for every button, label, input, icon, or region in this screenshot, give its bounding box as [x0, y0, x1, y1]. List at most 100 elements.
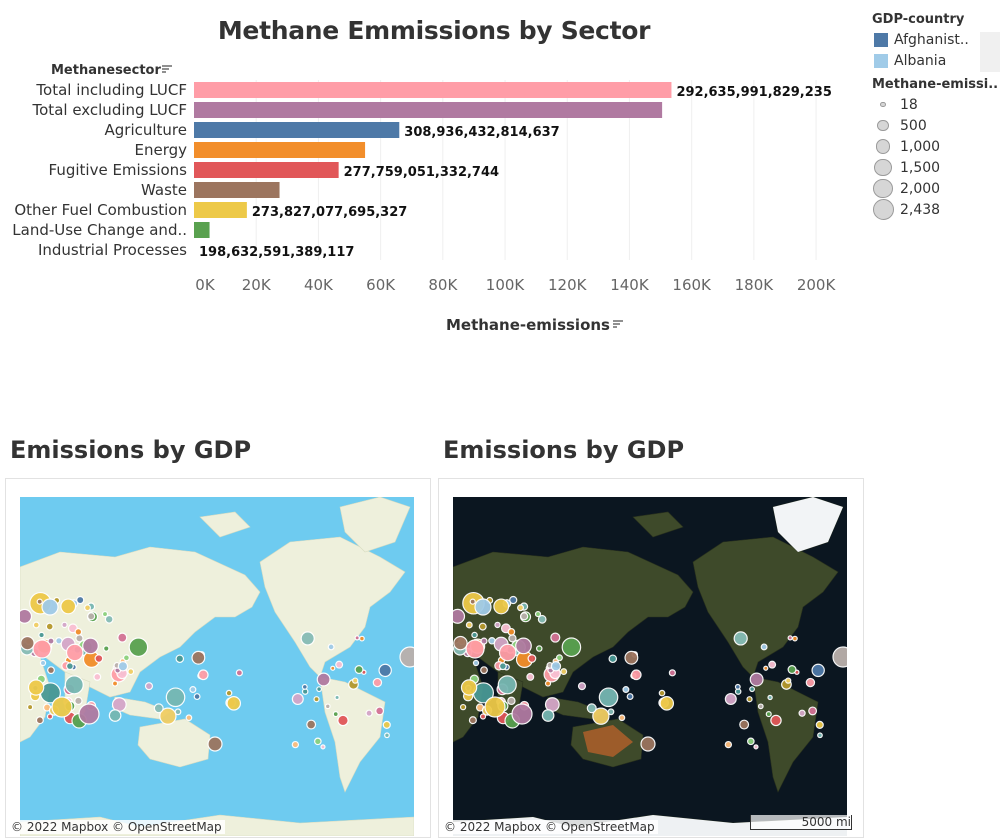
country-bubble[interactable]: [354, 665, 364, 675]
country-bubble[interactable]: [378, 663, 392, 678]
country-bubble[interactable]: [598, 687, 619, 708]
country-bubble[interactable]: [534, 610, 542, 618]
bar[interactable]: [194, 82, 672, 98]
bar[interactable]: [194, 202, 247, 218]
country-bubble[interactable]: [640, 736, 656, 752]
country-bubble[interactable]: [185, 714, 193, 722]
country-bubble[interactable]: [74, 628, 83, 636]
country-bubble[interactable]: [622, 686, 630, 694]
country-bubble[interactable]: [511, 703, 533, 725]
country-bubble[interactable]: [658, 689, 666, 697]
country-bubble[interactable]: [38, 631, 45, 639]
bar[interactable]: [194, 182, 280, 198]
country-bubble[interactable]: [497, 675, 517, 695]
color-legend-item[interactable]: Albania: [866, 50, 1002, 71]
country-bubble[interactable]: [291, 740, 300, 749]
country-bubble[interactable]: [618, 714, 626, 722]
country-bubble[interactable]: [541, 709, 555, 722]
country-bubble[interactable]: [189, 686, 197, 694]
country-bubble[interactable]: [316, 672, 331, 687]
country-bubble[interactable]: [484, 696, 506, 718]
country-bubble[interactable]: [46, 713, 54, 720]
country-bubble[interactable]: [668, 669, 676, 677]
country-bubble[interactable]: [586, 703, 597, 714]
country-bubble[interactable]: [327, 643, 335, 651]
country-bubble[interactable]: [174, 708, 182, 716]
country-bubble[interactable]: [82, 637, 99, 655]
country-bubble[interactable]: [51, 696, 73, 718]
country-bubble[interactable]: [76, 595, 85, 605]
country-bubble[interactable]: [792, 635, 798, 642]
country-bubble[interactable]: [746, 696, 753, 703]
country-bubble[interactable]: [770, 714, 782, 727]
country-bubble[interactable]: [225, 689, 233, 697]
country-bubble[interactable]: [87, 612, 96, 621]
country-bubble[interactable]: [749, 686, 756, 693]
left-map-canvas[interactable]: [20, 497, 414, 836]
country-bubble[interactable]: [480, 666, 488, 675]
country-bubble[interactable]: [359, 635, 365, 642]
legend-scrollbar[interactable]: [980, 32, 1000, 72]
country-bubble[interactable]: [316, 686, 323, 693]
country-bubble[interactable]: [536, 645, 543, 652]
country-bubble[interactable]: [607, 708, 615, 716]
country-bubble[interactable]: [103, 645, 110, 652]
country-bubble[interactable]: [507, 696, 516, 706]
country-bubble[interactable]: [832, 646, 847, 668]
left-map[interactable]: [20, 497, 414, 836]
country-bubble[interactable]: [93, 672, 102, 681]
color-legend-item[interactable]: Afghanist..: [866, 29, 1002, 50]
country-bubble[interactable]: [753, 744, 759, 750]
country-bubble[interactable]: [763, 665, 769, 671]
bar[interactable]: [194, 142, 366, 158]
country-bubble[interactable]: [526, 672, 535, 681]
country-bubble[interactable]: [84, 604, 92, 612]
country-bubble[interactable]: [32, 639, 52, 659]
country-bubble[interactable]: [128, 637, 149, 658]
country-bubble[interactable]: [193, 693, 201, 701]
country-bubble[interactable]: [334, 694, 340, 701]
country-bubble[interactable]: [291, 692, 304, 706]
country-bubble[interactable]: [555, 654, 563, 662]
country-bubble[interactable]: [469, 598, 476, 605]
country-bubble[interactable]: [507, 628, 516, 636]
country-bubble[interactable]: [354, 635, 360, 641]
country-bubble[interactable]: [47, 666, 55, 675]
country-bubble[interactable]: [127, 668, 135, 676]
country-bubble[interactable]: [26, 703, 34, 711]
country-bubble[interactable]: [375, 706, 385, 716]
country-bubble[interactable]: [320, 744, 326, 750]
country-bubble[interactable]: [815, 720, 824, 729]
country-bubble[interactable]: [337, 714, 349, 727]
country-bubble[interactable]: [453, 608, 466, 624]
country-bubble[interactable]: [624, 650, 639, 665]
country-bubble[interactable]: [560, 668, 568, 676]
bar[interactable]: [194, 122, 400, 138]
country-bubble[interactable]: [471, 631, 478, 639]
country-bubble[interactable]: [352, 677, 359, 684]
bar[interactable]: [194, 102, 663, 118]
country-bubble[interactable]: [747, 737, 755, 746]
country-bubble[interactable]: [765, 711, 772, 718]
country-bubble[interactable]: [460, 679, 478, 696]
sort-icon[interactable]: [162, 65, 172, 73]
country-bubble[interactable]: [382, 720, 391, 729]
country-bubble[interactable]: [805, 677, 816, 688]
country-bubble[interactable]: [74, 696, 83, 706]
country-bubble[interactable]: [313, 696, 320, 703]
country-bubble[interactable]: [372, 677, 383, 688]
country-bubble[interactable]: [117, 632, 128, 643]
country-bubble[interactable]: [808, 706, 818, 716]
country-bubble[interactable]: [144, 682, 154, 691]
country-bubble[interactable]: [767, 694, 773, 701]
country-bubble[interactable]: [384, 732, 390, 739]
country-bubble[interactable]: [474, 598, 492, 616]
country-bubble[interactable]: [36, 598, 43, 605]
country-bubble[interactable]: [78, 703, 100, 725]
country-bubble[interactable]: [757, 703, 764, 710]
country-bubble[interactable]: [592, 707, 610, 725]
country-bubble[interactable]: [724, 740, 733, 749]
country-bubble[interactable]: [104, 614, 114, 624]
country-bubble[interactable]: [226, 696, 242, 711]
country-bubble[interactable]: [41, 598, 59, 616]
